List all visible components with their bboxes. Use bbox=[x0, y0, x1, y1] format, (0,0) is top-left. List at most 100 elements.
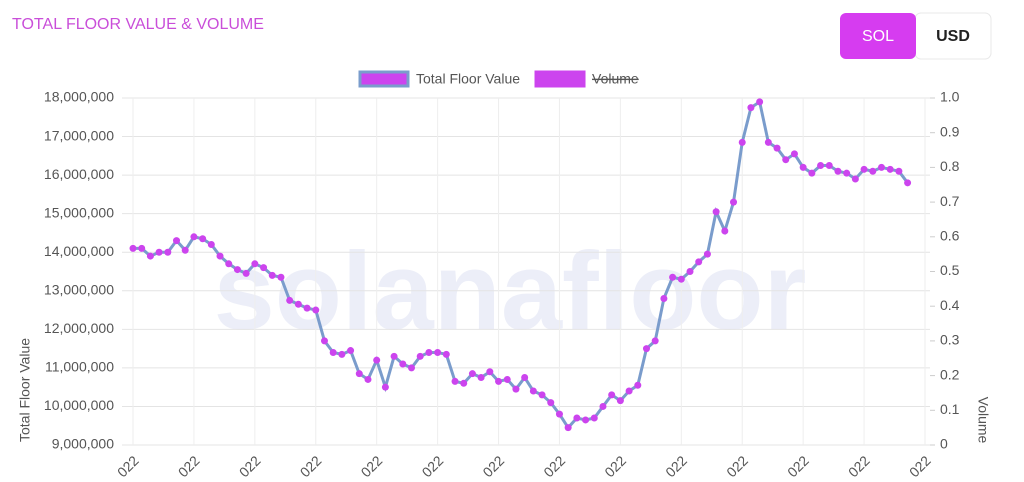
point bbox=[294, 300, 302, 308]
point bbox=[904, 179, 912, 187]
point bbox=[320, 337, 328, 345]
point bbox=[477, 374, 485, 382]
y-tick-label: 9,000,000 bbox=[52, 436, 114, 452]
y-tick-label: 11,000,000 bbox=[45, 359, 114, 375]
point bbox=[338, 350, 346, 358]
point bbox=[164, 248, 172, 256]
chart-title: TOTAL FLOOR VALUE & VOLUME bbox=[12, 16, 264, 33]
point bbox=[390, 352, 398, 360]
legend-label[interactable]: Volume bbox=[592, 71, 639, 87]
y-tick-label: 13,000,000 bbox=[44, 281, 114, 297]
x-tick-label: 022 bbox=[540, 452, 568, 480]
y2-tick-label: 0.3 bbox=[940, 332, 960, 348]
point bbox=[590, 414, 598, 422]
sol-button[interactable] bbox=[840, 13, 916, 59]
y2-tick-label: 0.7 bbox=[940, 193, 960, 209]
y-tick-label: 10,000,000 bbox=[44, 397, 114, 413]
point bbox=[199, 235, 207, 243]
point bbox=[686, 268, 694, 275]
point bbox=[364, 375, 372, 383]
point bbox=[129, 244, 137, 252]
point bbox=[564, 424, 572, 432]
point bbox=[747, 104, 755, 112]
point bbox=[834, 167, 842, 175]
point bbox=[634, 381, 642, 389]
point bbox=[434, 348, 442, 356]
point bbox=[416, 352, 424, 360]
point bbox=[547, 399, 555, 407]
point bbox=[503, 375, 511, 383]
y-tick-label: 18,000,000 bbox=[44, 89, 114, 105]
point bbox=[521, 374, 529, 382]
x-tick-label: 022 bbox=[601, 452, 629, 480]
y2-tick-label: 0.6 bbox=[940, 228, 960, 244]
x-tick-label: 022 bbox=[723, 452, 751, 480]
point bbox=[512, 385, 520, 393]
y2-tick-label: 0.4 bbox=[940, 297, 960, 313]
point bbox=[756, 98, 764, 106]
point bbox=[468, 370, 476, 378]
point bbox=[181, 246, 189, 254]
point bbox=[799, 163, 807, 171]
x-tick-label: 022 bbox=[784, 452, 812, 480]
point bbox=[173, 237, 181, 245]
point bbox=[312, 306, 320, 314]
point bbox=[207, 241, 215, 249]
y-tick-label: 15,000,000 bbox=[44, 204, 114, 220]
y-tick-label: 17,000,000 bbox=[44, 127, 114, 143]
point bbox=[495, 377, 503, 385]
point bbox=[155, 248, 163, 256]
point bbox=[660, 294, 668, 302]
point bbox=[817, 161, 825, 169]
usd-button-label[interactable]: USD bbox=[936, 28, 970, 45]
point bbox=[886, 165, 894, 173]
x-tick-label: 022 bbox=[662, 452, 690, 480]
point bbox=[425, 348, 433, 356]
legend-swatch[interactable] bbox=[358, 70, 410, 88]
point bbox=[869, 167, 877, 175]
x-tick-label: 022 bbox=[358, 452, 386, 480]
point bbox=[616, 397, 624, 405]
y2-tick-label: 0.9 bbox=[940, 123, 960, 139]
point bbox=[695, 258, 703, 266]
point bbox=[538, 391, 546, 399]
y-axis-label: Total Floor Value bbox=[17, 338, 33, 442]
point bbox=[895, 167, 903, 175]
point bbox=[303, 304, 311, 312]
point bbox=[877, 163, 885, 171]
point bbox=[225, 260, 233, 268]
point bbox=[138, 244, 146, 252]
point bbox=[329, 348, 337, 356]
point bbox=[233, 266, 241, 274]
point bbox=[721, 227, 729, 235]
point bbox=[843, 169, 851, 177]
y-tick-label: 16,000,000 bbox=[44, 166, 114, 182]
legend-swatch[interactable] bbox=[534, 70, 586, 88]
point bbox=[399, 360, 407, 368]
point bbox=[408, 364, 416, 372]
point bbox=[825, 161, 833, 169]
point bbox=[773, 144, 781, 152]
sol-button-label[interactable]: SOL bbox=[862, 28, 894, 45]
point bbox=[242, 269, 250, 277]
point bbox=[677, 275, 685, 283]
y-tick-label: 14,000,000 bbox=[44, 243, 114, 259]
point bbox=[625, 387, 633, 395]
point bbox=[764, 138, 772, 146]
point bbox=[268, 271, 276, 279]
point bbox=[442, 350, 450, 358]
y2-tick-label: 1.0 bbox=[940, 89, 960, 105]
point bbox=[529, 387, 537, 395]
point bbox=[730, 198, 738, 206]
point bbox=[451, 377, 459, 385]
legend-label[interactable]: Total Floor Value bbox=[416, 71, 520, 87]
point bbox=[599, 402, 607, 410]
point bbox=[190, 233, 198, 241]
point bbox=[642, 345, 650, 353]
point bbox=[486, 368, 494, 376]
y2-tick-label: 0.2 bbox=[940, 366, 960, 382]
y-tick-label: 12,000,000 bbox=[44, 320, 114, 336]
point bbox=[651, 337, 659, 345]
point bbox=[860, 165, 868, 173]
